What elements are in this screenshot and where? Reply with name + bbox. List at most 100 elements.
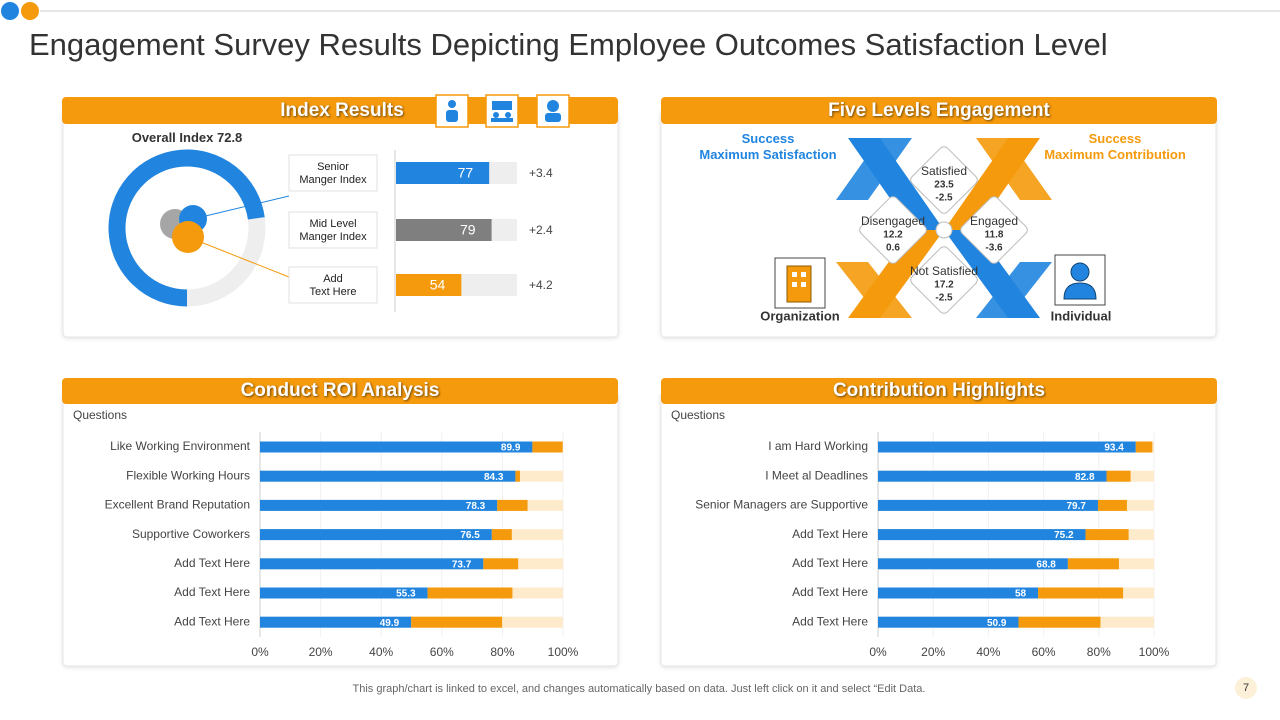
bar-segment xyxy=(260,529,492,541)
change-label: +2.4 xyxy=(529,223,553,237)
y-tick-label: Add Text Here xyxy=(792,527,868,541)
value-label: 76.5 xyxy=(460,530,480,541)
node-value: 17.2 xyxy=(934,280,954,291)
node-change: -2.5 xyxy=(935,293,953,304)
panel-header xyxy=(62,97,618,124)
panel-header xyxy=(661,97,1217,124)
panel-header xyxy=(62,378,618,404)
deco-dot xyxy=(21,2,39,20)
category-line: Mid Level xyxy=(309,218,356,230)
page-badge xyxy=(1235,677,1257,699)
bar-segment xyxy=(1106,470,1131,482)
y-tick-label: Flexible Working Hours xyxy=(126,468,250,482)
value-label: 77 xyxy=(458,165,474,181)
page-number: 7 xyxy=(1243,682,1249,694)
bar-segment xyxy=(427,587,513,599)
node-change: 0.6 xyxy=(886,243,900,254)
bar-segment xyxy=(532,441,563,453)
value-label: 82.8 xyxy=(1075,472,1095,483)
value-label: 54 xyxy=(430,277,446,293)
category-label: Mid Level Manger Index xyxy=(299,218,367,243)
x-tick-label: 60% xyxy=(1032,645,1056,659)
value-label: 50.9 xyxy=(987,618,1007,629)
bar-segment xyxy=(1135,441,1153,453)
bar-segment xyxy=(260,558,484,570)
x-tick-label: 0% xyxy=(869,645,887,659)
panel-title: Conduct ROI Analysis xyxy=(241,380,440,401)
y-tick-label: Excellent Brand Reputation xyxy=(105,498,250,512)
panel-header xyxy=(661,378,1217,404)
bar-segment xyxy=(878,558,1068,570)
node-value: 23.5 xyxy=(934,180,954,191)
bar-segment xyxy=(878,587,1039,599)
value-label: 55.3 xyxy=(396,589,416,600)
overall-label: Overall Index 72.8 xyxy=(132,130,243,145)
x-tick-label: 20% xyxy=(921,645,945,659)
bar-segment xyxy=(1038,587,1124,599)
value-label: 75.2 xyxy=(1054,530,1074,541)
donut-arc xyxy=(108,149,265,307)
bar xyxy=(396,274,462,296)
label-box xyxy=(288,211,378,249)
value-label: 79.7 xyxy=(1067,501,1087,512)
x-tick-label: 40% xyxy=(369,645,393,659)
axis-title: Questions xyxy=(73,408,127,422)
bar-segment xyxy=(491,529,512,541)
category-label: Senior Manger Index xyxy=(299,161,367,186)
value-label: 73.7 xyxy=(452,559,472,570)
engagement-diagram xyxy=(774,138,1106,318)
bar-segment xyxy=(1085,529,1129,541)
diagram-label: Success Maximum Contribution xyxy=(1044,131,1186,162)
y-tick-label: I am Hard Working xyxy=(768,439,868,453)
value-label: 93.4 xyxy=(1104,443,1124,454)
node-label: Disengaged xyxy=(861,214,925,228)
node-label: Satisfied xyxy=(921,164,967,178)
overall-label-text: Overall Index xyxy=(132,130,214,145)
bar xyxy=(396,219,492,241)
change-label: +3.4 xyxy=(529,166,553,180)
x-tick-label: 20% xyxy=(309,645,333,659)
value-label: 78.3 xyxy=(466,501,486,512)
diagram-label: Organization xyxy=(760,308,840,323)
bar-segment xyxy=(515,470,520,482)
category-line: Manger Index xyxy=(299,174,367,186)
bar-segment xyxy=(497,499,528,511)
bar-segment xyxy=(260,441,533,453)
category-line: Add xyxy=(323,273,343,285)
category-label: Add Text Here xyxy=(309,273,356,298)
bar-segment xyxy=(878,616,1019,628)
y-tick-label: Add Text Here xyxy=(792,585,868,599)
connector xyxy=(192,195,290,220)
x-tick-label: 80% xyxy=(490,645,514,659)
panel-title: Five Levels Engagement xyxy=(828,100,1050,121)
y-tick-label: Senior Managers are Supportive xyxy=(695,498,868,512)
connector xyxy=(187,236,290,278)
y-tick-label: Add Text Here xyxy=(174,556,250,570)
bar-segment xyxy=(878,499,1098,511)
change-label: +4.2 xyxy=(529,278,553,292)
axis-title: Questions xyxy=(671,408,725,422)
bar-segment xyxy=(1097,499,1127,511)
header-icons xyxy=(435,94,570,128)
panel-title: Index Results xyxy=(280,100,404,121)
x-tick-label: 80% xyxy=(1087,645,1111,659)
footer-note: This graph/chart is linked to excel, and… xyxy=(353,683,926,695)
bar-segment xyxy=(1067,558,1119,570)
node-change: -2.5 xyxy=(935,193,953,204)
y-tick-label: Supportive Coworkers xyxy=(132,527,250,541)
label-box xyxy=(288,266,378,304)
bar-segment xyxy=(260,499,498,511)
category-line: Text Here xyxy=(309,286,356,298)
deco-dot xyxy=(1,2,19,20)
node-change: -3.6 xyxy=(985,243,1003,254)
diagram-label: Success Maximum Satisfaction xyxy=(699,131,836,162)
value-label: 89.9 xyxy=(501,443,521,454)
x-tick-label: 100% xyxy=(1139,645,1170,659)
bar-segment xyxy=(260,470,516,482)
label-box xyxy=(288,154,378,192)
bar-segment xyxy=(260,587,428,599)
x-tick-label: 40% xyxy=(976,645,1000,659)
bar-segment xyxy=(878,441,1136,453)
value-label: 84.3 xyxy=(484,472,504,483)
